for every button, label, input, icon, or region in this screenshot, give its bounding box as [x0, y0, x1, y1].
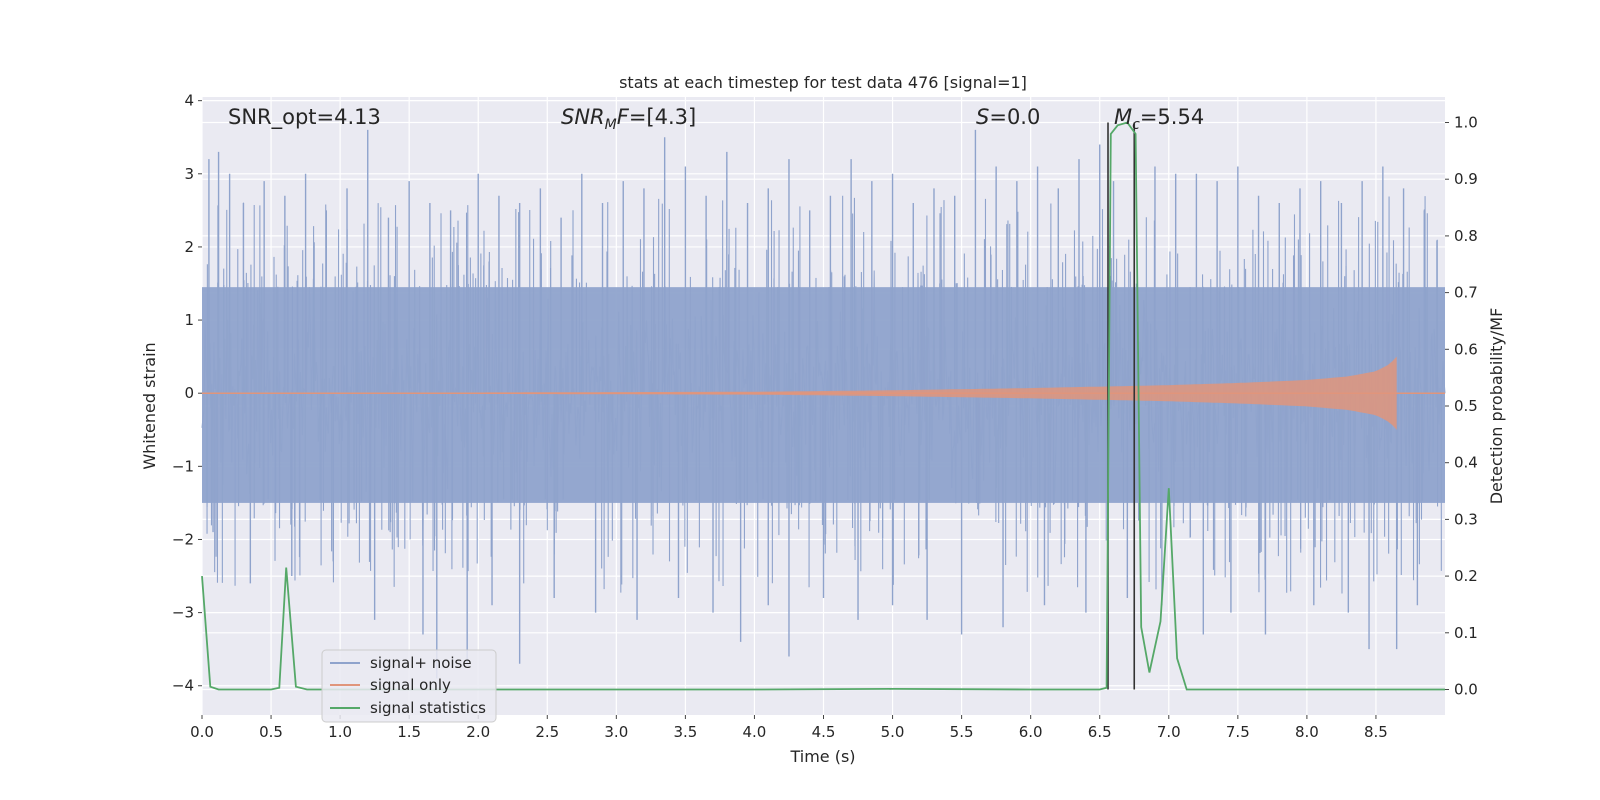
x-tick-label: 2.5: [535, 723, 559, 741]
y-tick-label: 0: [184, 384, 194, 402]
x-tick-label: 7.0: [1157, 723, 1181, 741]
y-tick-label: −1: [172, 457, 194, 475]
x-tick-label: 3.0: [604, 723, 628, 741]
annotation-snr-mf-main: SNR: [561, 105, 605, 129]
y-right-tick-label: 0.3: [1454, 510, 1478, 528]
y-right-tick-label: 0.5: [1454, 397, 1478, 415]
annotation-mc-main: M: [1114, 105, 1132, 129]
y-axis-title: Whitened strain: [140, 342, 159, 469]
signal-chirp: [478, 356, 1397, 430]
annotation-mc-value: =5.54: [1140, 105, 1204, 129]
y-tick-label: −3: [172, 604, 194, 622]
annotation-snr-mf-f: F: [617, 105, 630, 129]
legend-box: [321, 649, 497, 723]
annotation-mc: Mc=5.54: [1114, 105, 1204, 133]
legend: signal+ noise signal only signal statist…: [321, 649, 497, 723]
y-tick-label: 2: [184, 238, 194, 256]
y-tick-label: 1: [184, 311, 194, 329]
annotation-snr-mf-sub: M: [605, 117, 617, 133]
x-tick-label: 8.0: [1295, 723, 1319, 741]
x-axis-title: Time (s): [789, 747, 855, 766]
x-tick-label: 6.5: [1088, 723, 1112, 741]
chart-title: stats at each timestep for test data 476…: [619, 73, 1027, 92]
series-signal-only: [202, 356, 1445, 430]
x-tick-label: 6.0: [1019, 723, 1043, 741]
y-right-tick-label: 0.7: [1454, 284, 1478, 302]
y-right-tick-label: 0.0: [1454, 680, 1478, 698]
series-signal-statistics: [201, 121, 1445, 691]
x-tick-label: 1.0: [328, 723, 352, 741]
legend-label-signal-statistics: signal statistics: [370, 699, 486, 717]
y-tick-label: 3: [184, 165, 194, 183]
x-tick-label: 5.0: [881, 723, 905, 741]
legend-label-signal-only: signal only: [370, 676, 451, 694]
y-right-tick-label: 0.2: [1454, 567, 1478, 585]
x-tick-label: 7.5: [1226, 723, 1250, 741]
y-tick-label: −2: [172, 530, 194, 548]
annotation-s: S=0.0: [976, 105, 1040, 129]
x-tick-label: 0.0: [190, 723, 214, 741]
x-tick-label: 8.5: [1364, 723, 1388, 741]
y-right-tick-label: 0.4: [1454, 454, 1478, 472]
annotation-mc-sub: c: [1132, 117, 1140, 133]
y-right-tick-label: 1.0: [1454, 114, 1478, 132]
x-tick-label: 4.5: [812, 723, 836, 741]
annotation-snr-mf-value: =[4.3]: [629, 105, 696, 129]
x-tick-label: 3.5: [673, 723, 697, 741]
x-tick-label: 4.0: [743, 723, 767, 741]
ticks: 0.0 0.5 1.0 1.5 2.0 2.5 3.0 3.5 4.0 4.5 5.0 5.5 6.0 6…: [172, 92, 1478, 741]
annotation-snr-opt: SNR_opt=4.13: [228, 105, 381, 130]
statistics-line: [201, 121, 1445, 691]
annotation-snr-mf: SNRMF=[4.3]: [561, 105, 696, 133]
annotation-s-main: S: [976, 105, 989, 129]
y-right-tick-label: 0.8: [1454, 227, 1478, 245]
y-right-tick-label: 0.6: [1454, 340, 1478, 358]
y-tick-label: 4: [184, 92, 194, 110]
y-axis-right-title: Detection probability/MF: [1487, 308, 1506, 505]
y-right-tick-label: 0.9: [1454, 170, 1478, 188]
x-tick-label: 1.5: [397, 723, 421, 741]
x-tick-label: 5.5: [950, 723, 974, 741]
annotations: SNR_opt=4.13 SNRMF=[4.3] S=0.0 Mc=5.54: [228, 105, 1204, 133]
legend-label-signal-noise: signal+ noise: [370, 654, 472, 672]
x-tick-label: 2.0: [466, 723, 490, 741]
y-tick-label: −4: [172, 677, 194, 695]
x-tick-label: 0.5: [259, 723, 283, 741]
y-right-tick-label: 0.1: [1454, 624, 1478, 642]
annotation-s-value: =0.0: [989, 105, 1040, 129]
